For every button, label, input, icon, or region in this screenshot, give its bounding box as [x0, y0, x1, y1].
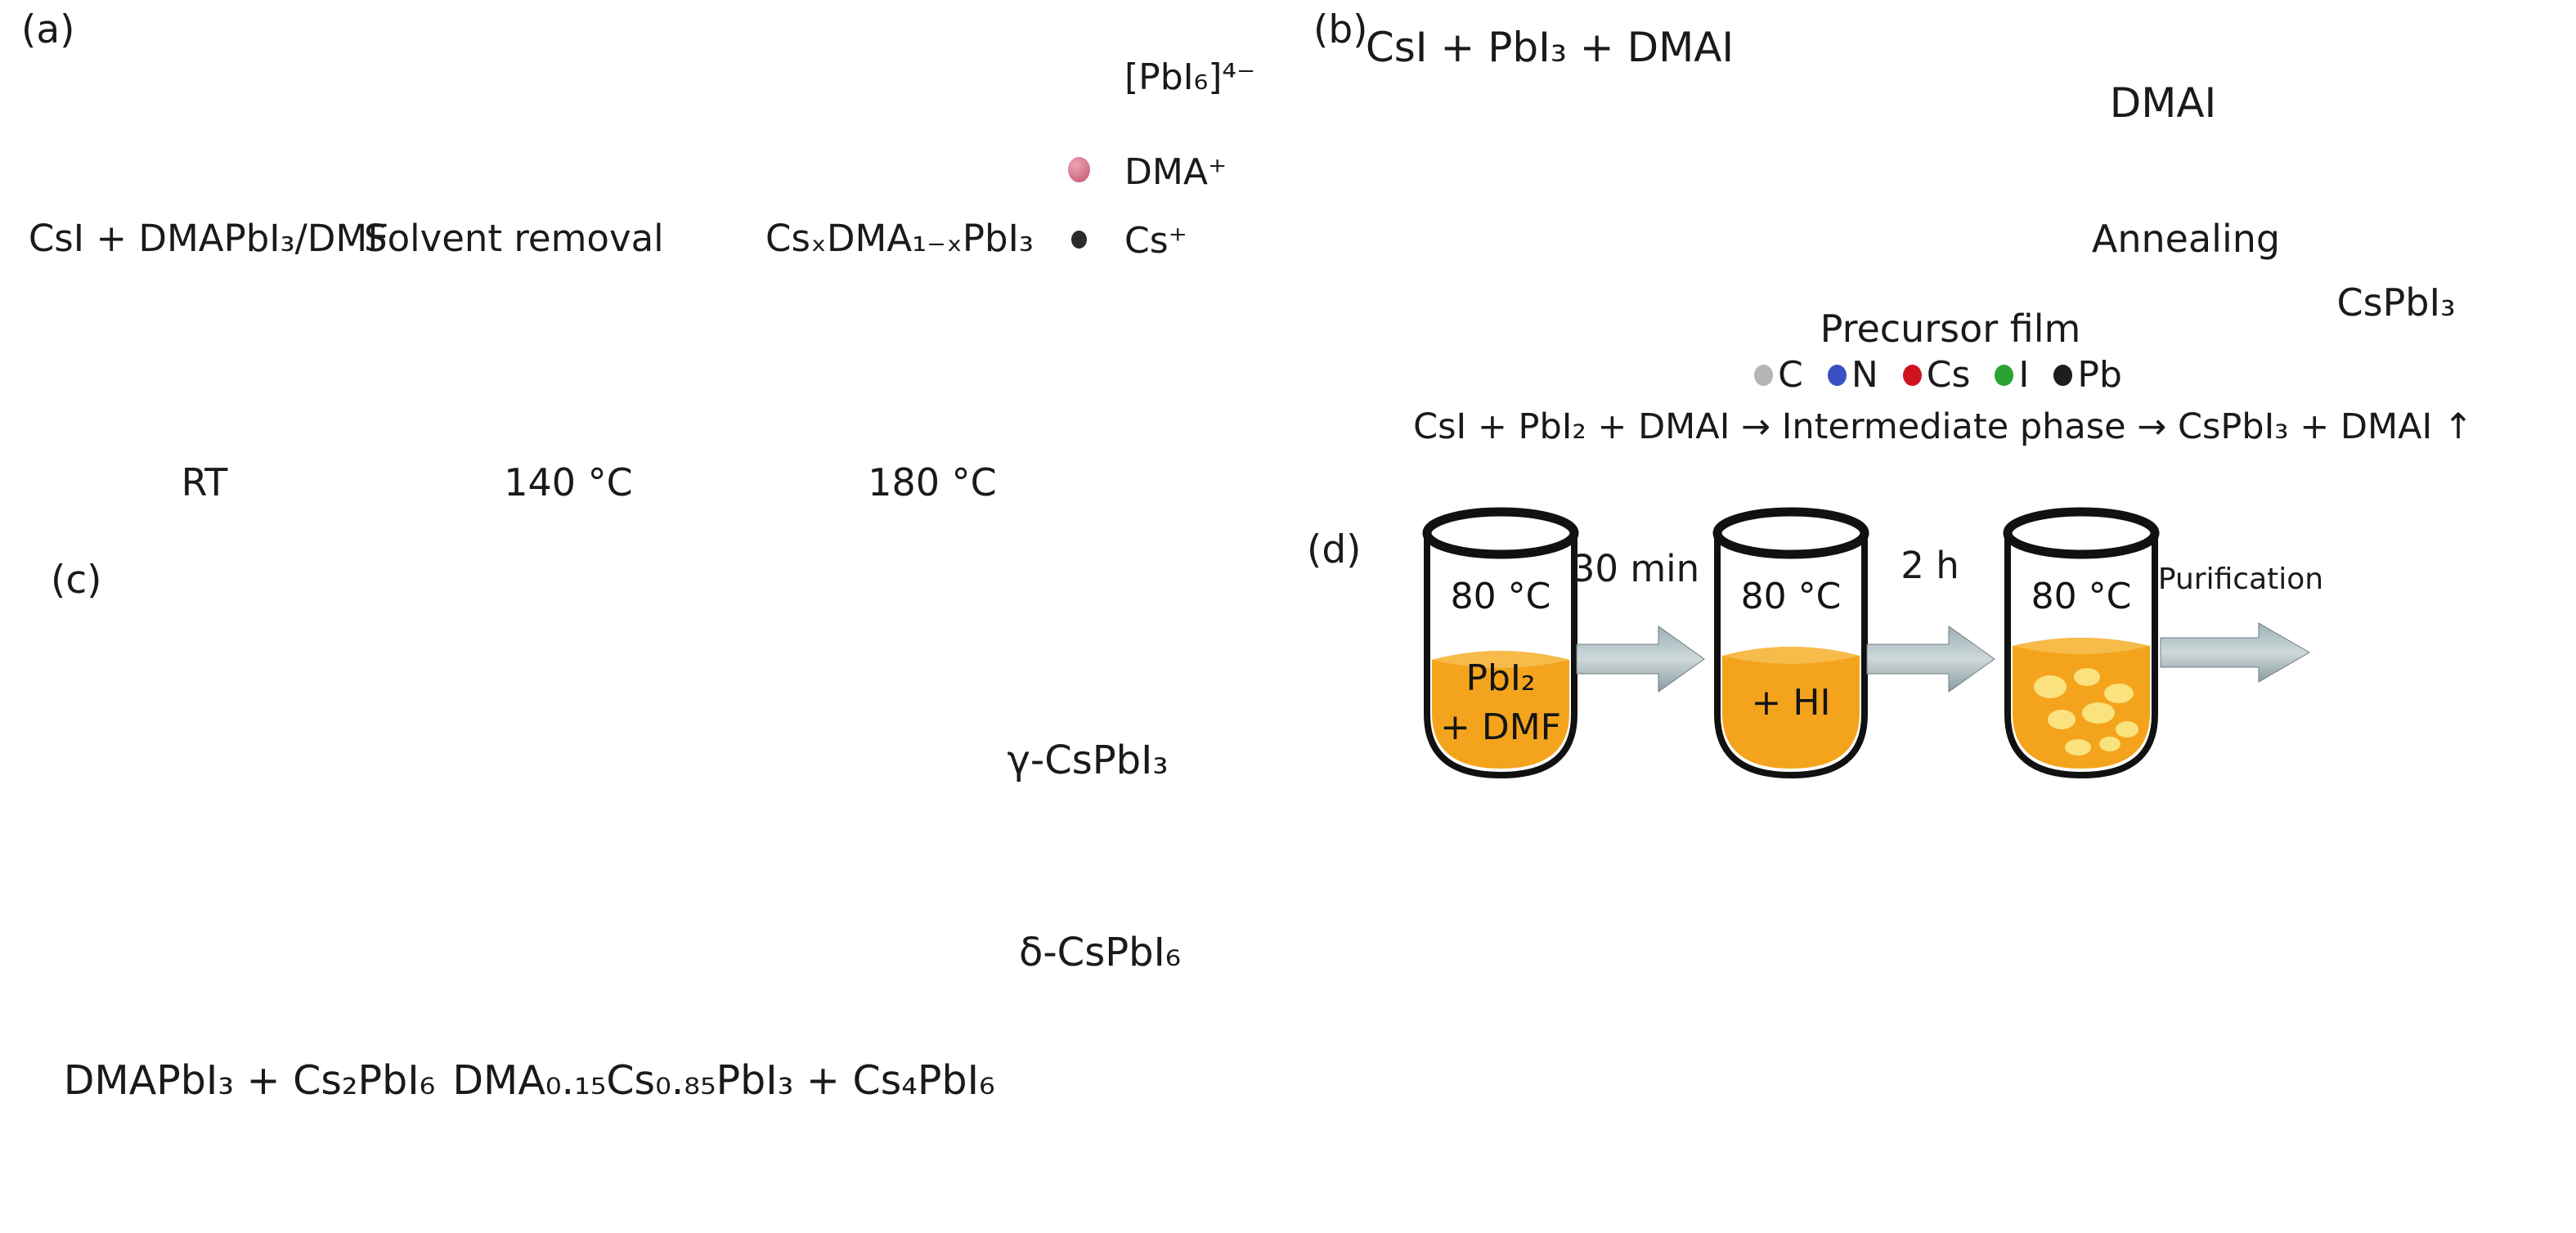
step-label-2h: 2 h: [1901, 544, 1959, 587]
pbi6-octahedron-icon: [1049, 47, 1118, 116]
iodine-dot-icon: [1995, 365, 2014, 387]
dmai-label: DMAI: [2109, 79, 2217, 127]
structure1-formula-label: DMAPbI₃ + Cs₂PbI₆: [63, 1057, 436, 1104]
chevron-arrow-icon: [442, 944, 523, 1038]
step-arrow-icon: [2160, 622, 2310, 683]
orange-solution: [1432, 651, 1569, 769]
precursor-film-structure-graphic: [1795, 12, 2110, 323]
spin-coating-substrate-graphic: [1348, 31, 1740, 370]
tga-chart: [1325, 760, 1979, 1233]
panel-c-label: (c): [51, 558, 102, 603]
dmapbi3-cs2pbi6-structure-graphic: [96, 590, 460, 1077]
vial-hi: 80 °C + HI: [1712, 507, 1869, 779]
vial-temp-label: 80 °C: [1451, 576, 1551, 617]
intermediate-structure-graphic: [523, 582, 879, 1073]
atom-legend-item-c: C: [1754, 356, 1803, 394]
structure2-formula-label: DMA₀.₁₅Cs₀.₈₅PbI₃ + Cs₄PbI₆: [452, 1057, 995, 1104]
legend-label-dma: DMA⁺: [1124, 151, 1227, 193]
vial-mouth: [1712, 507, 1869, 559]
atom-legend-item-pb: Pb: [2053, 354, 2122, 396]
reaction-equation: CsI + PbI₂ + DMAI → Intermediate phase →…: [1413, 406, 2473, 447]
ftir-chart: [1979, 760, 2576, 1233]
legend-label-pbi6: [PbI₆]⁴⁻: [1124, 56, 1256, 98]
vial-content-label: + HI: [1752, 682, 1831, 724]
timeline-label-rt: RT: [181, 460, 228, 504]
step-label-purification: Purification: [2157, 563, 2324, 596]
dma-sphere-icon: [1068, 157, 1090, 182]
atom-symbol: Cs: [1926, 354, 1971, 396]
vial-content-label: PbI₂: [1465, 657, 1535, 699]
spin-coater-graphic: [114, 270, 307, 421]
stage-label-product: CsₓDMA₁₋ₓPbI₃: [765, 217, 1034, 260]
delta-phase-label: δ-CsPbI₆: [1018, 930, 1182, 975]
step-arrow-icon: [1576, 625, 1705, 693]
nitrogen-dot-icon: [1827, 365, 1847, 387]
vial-pbi2-dmf: 80 °C PbI₂ + DMF: [1422, 507, 1579, 779]
vial-mouth: [2003, 507, 2160, 559]
stage-label-solution: CsI + DMAPbI₃/DMF: [28, 217, 389, 260]
carbon-dot-icon: [1754, 365, 1774, 387]
yellow-powder-photo: [2325, 527, 2547, 773]
cspbi3-lattice-graphic: [2265, 12, 2576, 282]
gamma-phase-label: γ-CsPbI₃: [1007, 738, 1169, 783]
step-label-30min: 30 min: [1571, 547, 1700, 590]
yellow-precipitate-blobs: [2034, 668, 2138, 755]
annealing-label: Annealing: [2091, 217, 2281, 261]
atom-legend-item-n: N: [1827, 354, 1878, 396]
atom-symbol: C: [1778, 354, 1803, 396]
green-right-arrow-icon: [1724, 149, 1806, 222]
vial-precipitate: 80 °C: [2003, 507, 2160, 779]
lead-dot-icon: [2053, 365, 2073, 387]
atom-legend-item-cs: Cs: [1902, 354, 1971, 396]
atom-symbol: Pb: [2077, 354, 2122, 396]
atom-symbol: I: [2018, 354, 2030, 396]
orange-solution: [1722, 647, 1860, 769]
precursor-film-label: Precursor film: [1820, 307, 2081, 351]
orange-solution: [2013, 638, 2150, 769]
step-arrow-icon: [1866, 625, 1995, 693]
delta-phase-structure-graphic: [940, 787, 1268, 950]
vial-temp-label: 80 °C: [2031, 576, 2132, 617]
chevron-arrow-icon: [855, 728, 936, 822]
timeline-label-180: 180 °C: [868, 460, 997, 504]
panel-a-label: (a): [21, 7, 75, 52]
vial-content-label: + DMF: [1440, 706, 1561, 748]
legend-label-cs: Cs⁺: [1124, 220, 1187, 262]
vial-temp-label: 80 °C: [1741, 576, 1842, 617]
atom-symbol: N: [1851, 354, 1878, 396]
panel-d-label: (d): [1307, 527, 1362, 572]
gamma-cspbi3-lattice-graphic: [936, 546, 1276, 747]
stage-label-solvent-removal: Solvent removal: [364, 217, 664, 260]
cspbi3-label: CsPbI₃: [2336, 280, 2456, 325]
solvent-removal-structure-graphic: [409, 12, 638, 229]
vial-mouth: [1422, 507, 1579, 559]
cs-sphere-icon: [1071, 231, 1087, 249]
atom-legend: C N Cs I Pb: [1705, 356, 2171, 394]
atom-legend-item-i: I: [1995, 356, 2029, 394]
cesium-dot-icon: [1902, 365, 1922, 387]
precursor-formula: CsI + PbI₃ + DMAI: [1365, 24, 1735, 71]
csdma-perovskite-lattice-graphic: [761, 16, 1043, 225]
panel-b-label: (b): [1313, 7, 1368, 52]
timeline-label-140: 140 °C: [504, 460, 633, 504]
